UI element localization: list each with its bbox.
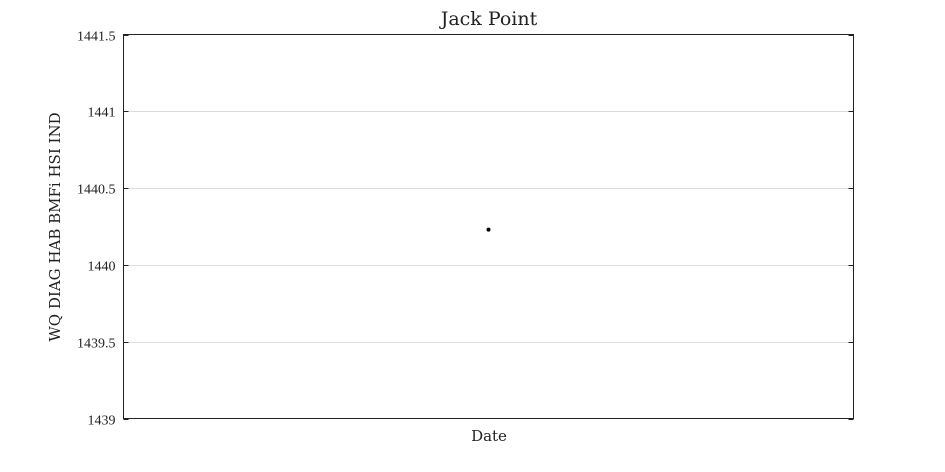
plot-area <box>123 34 854 419</box>
y-axis-ticks: 1439 1439.5 1440 1440.5 1441 1441.5 <box>77 30 854 429</box>
y-tick-label: 1441.5 <box>77 30 116 45</box>
data-point <box>486 227 491 232</box>
chart-title: Jack Point <box>439 8 538 30</box>
data-points <box>486 227 491 232</box>
x-axis-label: Date <box>471 427 507 445</box>
gridlines <box>123 111 854 343</box>
y-tick-label: 1441 <box>88 106 116 121</box>
y-axis-label: WQ DIAG HAB BMFi HSI IND <box>46 112 64 341</box>
y-tick-label: 1440.5 <box>77 183 116 198</box>
y-tick-label: 1439.5 <box>77 337 116 352</box>
y-tick-label: 1439 <box>88 414 116 429</box>
y-tick-label: 1440 <box>88 260 116 275</box>
